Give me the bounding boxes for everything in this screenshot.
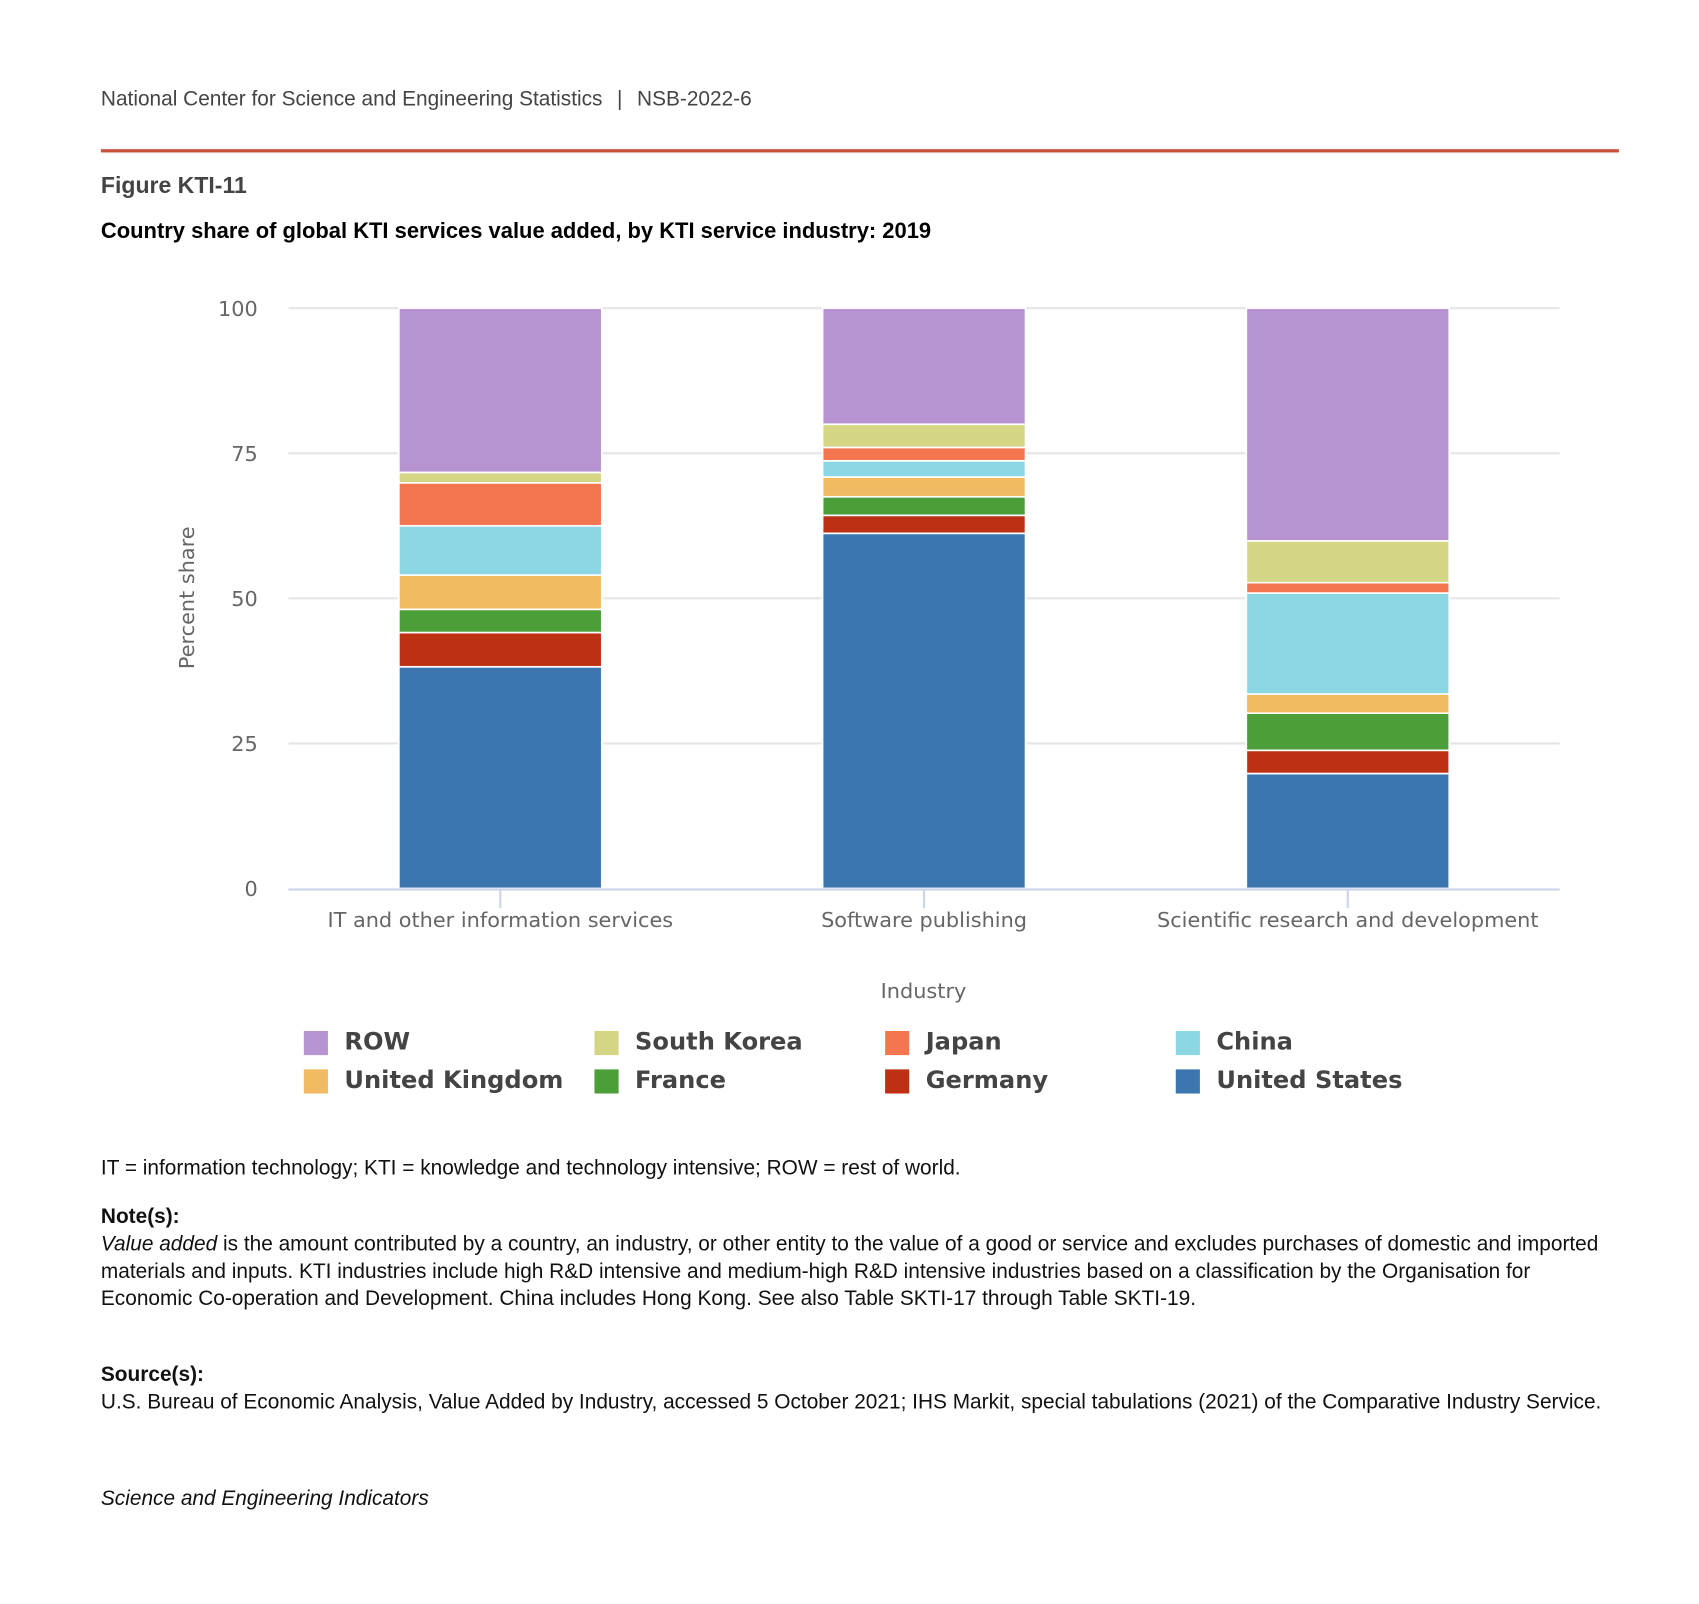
bar-segment-china[interactable] — [1245, 592, 1451, 695]
separator: | — [617, 87, 623, 111]
bar-segment-france[interactable] — [821, 495, 1027, 517]
legend-swatch — [594, 1030, 619, 1055]
bar-segment-france[interactable] — [398, 608, 603, 634]
bar-segment-united-states[interactable] — [398, 665, 603, 890]
legend-label: France — [635, 1067, 727, 1095]
bar-segment-japan[interactable] — [821, 446, 1027, 462]
legend-label: South Korea — [635, 1028, 803, 1057]
bar-segment-united-states[interactable] — [1245, 772, 1451, 890]
bar-segment-france[interactable] — [1245, 712, 1451, 752]
bar-segment-china[interactable] — [821, 459, 1027, 478]
report-id: NSB-2022-6 — [637, 87, 752, 111]
y-tick-label: 50 — [231, 587, 258, 611]
y-tick-label: 0 — [244, 877, 257, 901]
x-tick-label: Scientific research and development — [1157, 908, 1539, 932]
legend-item-south-korea[interactable]: South Korea — [594, 1028, 803, 1057]
bar-segment-germany[interactable] — [398, 631, 603, 668]
figure-label: Figure KTI-11 — [100, 173, 247, 199]
y-tick-label: 100 — [218, 297, 258, 321]
source-text: U.S. Bureau of Economic Analysis, Value … — [100, 1390, 1602, 1414]
chart: 0 25 50 75 100 IT and other information serv… — [175, 297, 1560, 1003]
bar-segment-south-korea[interactable] — [821, 423, 1027, 449]
source-label: Source(s): — [100, 1363, 204, 1387]
legend-label: United Kingdom — [344, 1067, 564, 1095]
legend-label: United States — [1216, 1067, 1403, 1095]
x-tick-label: Software publishing — [821, 908, 1027, 932]
legend-swatch — [1175, 1068, 1200, 1093]
legend-swatch — [594, 1068, 619, 1093]
legend-label: Germany — [925, 1067, 1049, 1095]
bar-segment-germany[interactable] — [821, 514, 1027, 535]
bar-segment-row[interactable] — [821, 307, 1027, 426]
bar-segment-south-korea[interactable] — [1245, 540, 1451, 584]
legend-swatch — [885, 1068, 910, 1093]
legend-label: ROW — [344, 1028, 411, 1057]
bar-segment-row[interactable] — [1245, 307, 1451, 542]
sources: Source(s): U.S. Bureau of Economic Analy… — [101, 1361, 1615, 1416]
legend-item-united-kingdom[interactable]: United Kingdom — [303, 1067, 564, 1095]
bar-segment-china[interactable] — [398, 524, 603, 576]
notes: Note(s): Value added is the amount contr… — [101, 1203, 1615, 1313]
legend-swatch — [1175, 1030, 1200, 1055]
header: National Center for Science and Engineer… — [101, 88, 752, 112]
header-rule — [100, 149, 1619, 153]
chart-title: Country share of global KTI services val… — [100, 219, 932, 244]
bar-segment-united-kingdom[interactable] — [1245, 693, 1451, 715]
y-tick-label: 25 — [231, 732, 258, 756]
legend-item-row[interactable]: ROW — [303, 1028, 411, 1057]
bar-segment-united-states[interactable] — [821, 532, 1027, 890]
bar-segment-row[interactable] — [398, 307, 603, 474]
legend-label: Japan — [925, 1028, 1002, 1057]
legend-label: China — [1216, 1028, 1293, 1057]
abbreviations: IT = information technology; KTI = knowl… — [100, 1157, 961, 1181]
legend-item-japan[interactable]: Japan — [885, 1029, 1002, 1056]
x-tick-label: IT and other information services — [327, 908, 673, 932]
note-label: Note(s): — [100, 1205, 180, 1229]
legend-item-france[interactable]: France — [594, 1067, 727, 1095]
bar-segment-united-kingdom[interactable] — [821, 476, 1027, 498]
bar-segment-japan[interactable] — [398, 482, 603, 527]
bar-segment-japan[interactable] — [1245, 581, 1451, 594]
note-italic: Value added — [100, 1232, 218, 1256]
legend-swatch — [303, 1030, 328, 1055]
org-name: National Center for Science and Engineer… — [100, 87, 603, 111]
y-axis-title: Percent share — [175, 526, 199, 669]
publication: Science and Engineering Indicators — [100, 1487, 429, 1511]
y-tick-label: 75 — [231, 442, 258, 466]
legend-swatch — [303, 1068, 328, 1093]
legend-swatch — [885, 1030, 910, 1055]
legend-item-germany[interactable]: Germany — [885, 1067, 1049, 1095]
bar-segment-germany[interactable] — [1245, 749, 1451, 775]
legend-item-china[interactable]: China — [1175, 1028, 1293, 1057]
bar-segment-south-korea[interactable] — [398, 471, 603, 484]
note-text: is the amount contributed by a country, … — [100, 1232, 1599, 1311]
x-axis-title: Industry — [881, 979, 967, 1003]
legend-item-united-states[interactable]: United States — [1175, 1067, 1403, 1095]
bar-segment-united-kingdom[interactable] — [398, 574, 603, 611]
